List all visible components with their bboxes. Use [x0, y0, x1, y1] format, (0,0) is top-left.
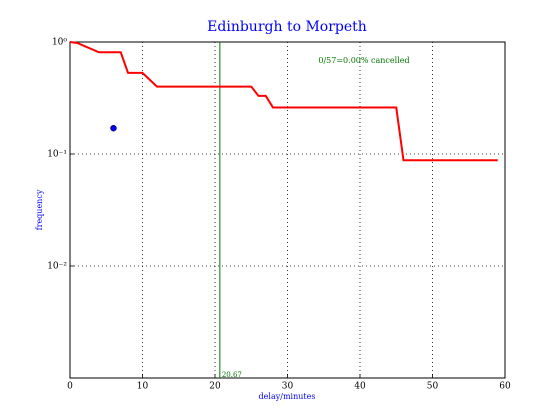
marker-label: 20.67 — [222, 371, 242, 379]
annotation: 0/57=0.00% cancelled — [318, 56, 409, 65]
x-axis-label: delay/minutes — [259, 392, 316, 401]
chart-title: Edinburgh to Morpeth — [207, 19, 367, 35]
y-axis-label: frequency — [35, 189, 44, 230]
data-point — [110, 124, 117, 132]
x-tick-label: 50 — [427, 382, 439, 392]
data-line — [69, 41, 498, 162]
x-tick-label: 10 — [137, 382, 149, 392]
x-tick-label: 30 — [282, 382, 294, 392]
y-tick-label: 10⁻² — [47, 262, 67, 272]
x-tick-label: 0 — [67, 382, 73, 392]
y-tick-label: 10⁻¹ — [47, 150, 67, 160]
x-tick-label: 20 — [209, 382, 221, 392]
x-tick-label: 40 — [354, 382, 366, 392]
y-tick-label: 10⁰ — [52, 38, 67, 48]
x-tick-label: 60 — [499, 382, 511, 392]
